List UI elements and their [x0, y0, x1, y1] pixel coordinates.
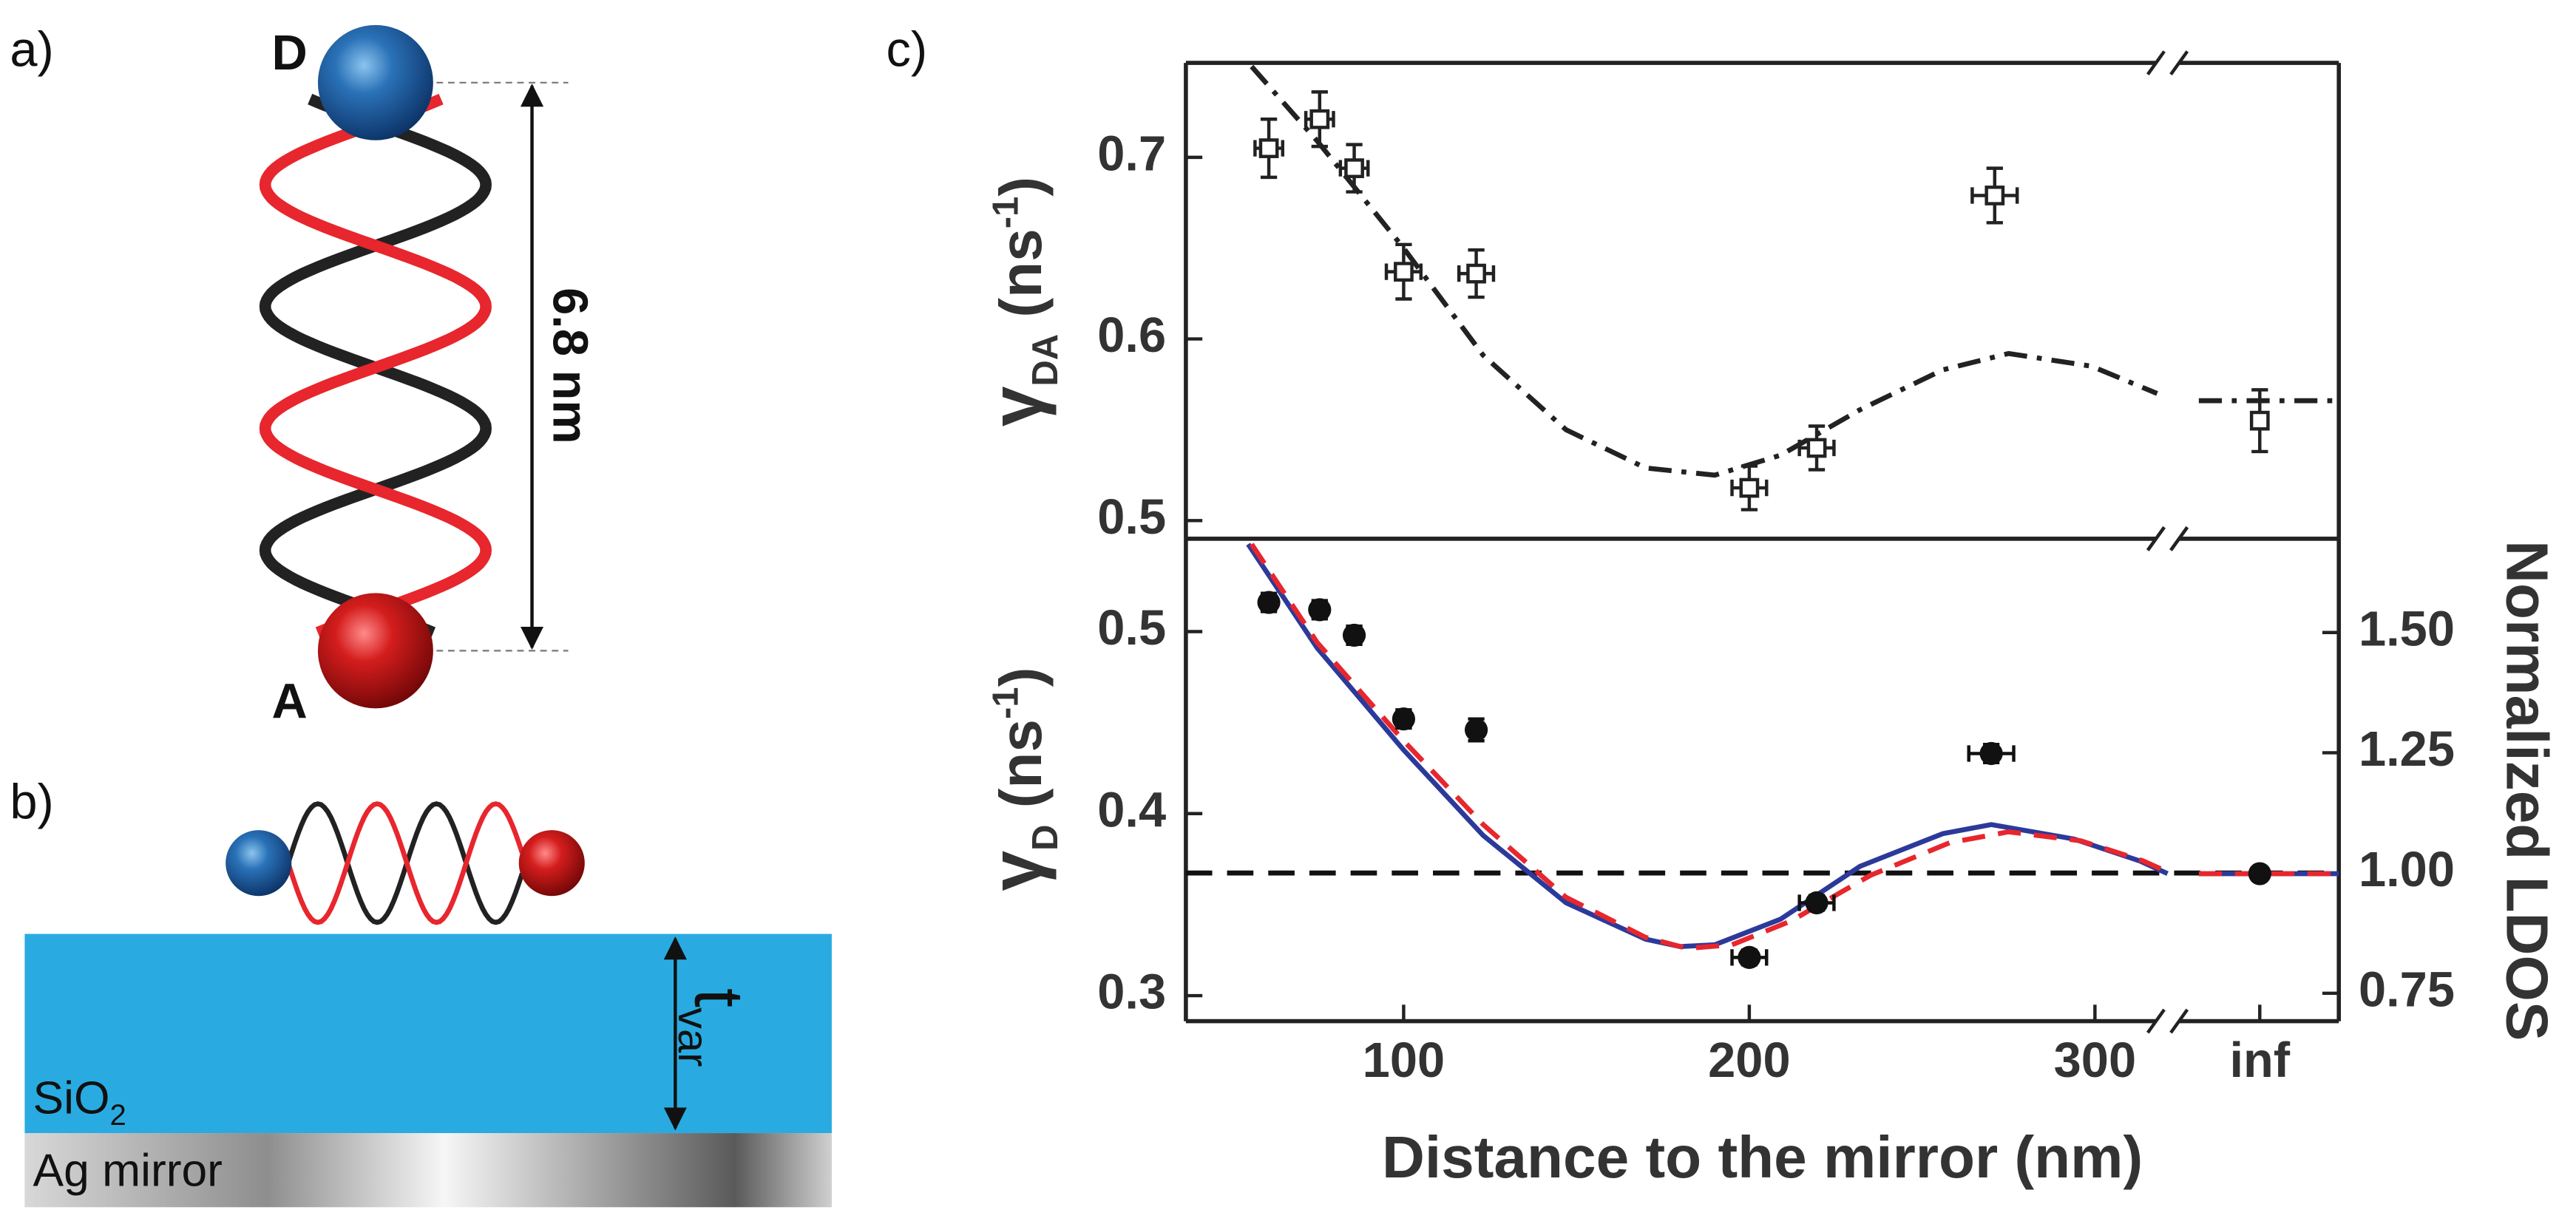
fit-curve: [1249, 543, 2169, 951]
data-point: [1342, 623, 1366, 647]
data-point: [1344, 158, 1364, 178]
y2-tick-label: 1.00: [2359, 843, 2455, 897]
x-tick-label: inf: [2229, 1033, 2290, 1088]
subscript: 2: [110, 1099, 126, 1132]
donor: [317, 24, 433, 140]
axis-break: [2169, 526, 2189, 551]
panel-label: b): [10, 775, 53, 830]
data-point: [1984, 186, 2005, 205]
superscript: -1: [986, 687, 1026, 719]
axis-break: [2146, 526, 2166, 551]
unit: (ns: [987, 719, 1054, 825]
y2-tick-label: 0.75: [2359, 962, 2455, 1017]
acceptor-label: A: [272, 675, 308, 730]
unit: ): [987, 667, 1054, 687]
donor: [226, 830, 292, 897]
data-point: [1392, 707, 1415, 731]
subscript: D: [1026, 825, 1065, 851]
data-point: [1466, 263, 1486, 284]
data-point: [1738, 945, 1761, 969]
superscript: -1: [986, 197, 1026, 229]
data-point: [1309, 109, 1330, 129]
text: SiO: [33, 1072, 110, 1123]
y2-axis-label: Normalized LDOS: [2494, 540, 2560, 1041]
y2-tick-label: 1.25: [2359, 722, 2455, 777]
axis-break: [2146, 50, 2166, 75]
data-point: [1464, 718, 1488, 742]
strand: [285, 801, 525, 925]
y-tick-label: 0.6: [1097, 308, 1166, 363]
unit: ): [987, 177, 1054, 197]
axis-break: [2146, 1008, 2166, 1034]
length-label: 6.8 nm: [542, 288, 597, 444]
fit-curve: [1250, 64, 2158, 478]
strand: [285, 801, 525, 925]
plot: 0.5 0.6 0.7 0.3 0.4 0.5 0.75 1.00 1.25 1.50 100 200…: [1097, 50, 2455, 1088]
y-axis-label: γDA (ns-1): [975, 177, 1065, 426]
y-axis-label: γD (ns-1): [975, 667, 1065, 891]
data-point: [1739, 477, 1760, 498]
data-point: [2249, 410, 2270, 431]
x-tick-label: 100: [1363, 1033, 1445, 1088]
data-point: [1979, 741, 2003, 766]
donor-label: D: [272, 26, 308, 81]
mirror-label: Ag mirror: [33, 1145, 223, 1196]
panel-label: a): [10, 23, 53, 78]
y-tick-label: 0.7: [1097, 127, 1166, 182]
data-point: [1806, 438, 1827, 458]
thickness-label: tvar: [669, 988, 758, 1067]
data-point: [1805, 891, 1828, 915]
x-axis-label: Distance to the mirror (nm): [1382, 1123, 2143, 1190]
y2-tick-label: 1.50: [2359, 602, 2455, 656]
subscript: var: [669, 1007, 716, 1067]
subscript: DA: [1026, 334, 1065, 387]
sio2-layer: [24, 934, 832, 1134]
strand: [259, 93, 492, 639]
acceptor: [317, 593, 433, 709]
fit-curve: [1246, 543, 2169, 950]
y-tick-label: 0.4: [1097, 783, 1166, 837]
x-tick-label: 300: [2054, 1033, 2136, 1088]
x-tick-label: 200: [1708, 1033, 1790, 1088]
data-point: [1257, 591, 1281, 614]
data-point: [1308, 598, 1332, 622]
axis-break: [2169, 1008, 2189, 1034]
acceptor: [518, 830, 585, 897]
data-point: [2248, 862, 2271, 885]
symbol: γ: [975, 850, 1057, 891]
symbol: γ: [975, 386, 1057, 426]
panel-label: c): [886, 23, 927, 78]
symbol: t: [680, 988, 758, 1007]
y-tick-label: 0.5: [1097, 490, 1166, 545]
axis-break: [2169, 50, 2189, 75]
y-tick-label: 0.5: [1097, 601, 1166, 656]
ag-mirror: [24, 1133, 832, 1208]
data-point: [1258, 138, 1279, 158]
unit: (ns: [987, 228, 1054, 334]
helix-diagram: D A 6.8 nm: [259, 24, 597, 730]
data-point: [1394, 262, 1414, 282]
y-tick-label: 0.3: [1097, 965, 1166, 1020]
layer-label: SiO2: [33, 1072, 126, 1132]
substrate-diagram: tvar SiO2 Ag mirror: [24, 801, 832, 1208]
